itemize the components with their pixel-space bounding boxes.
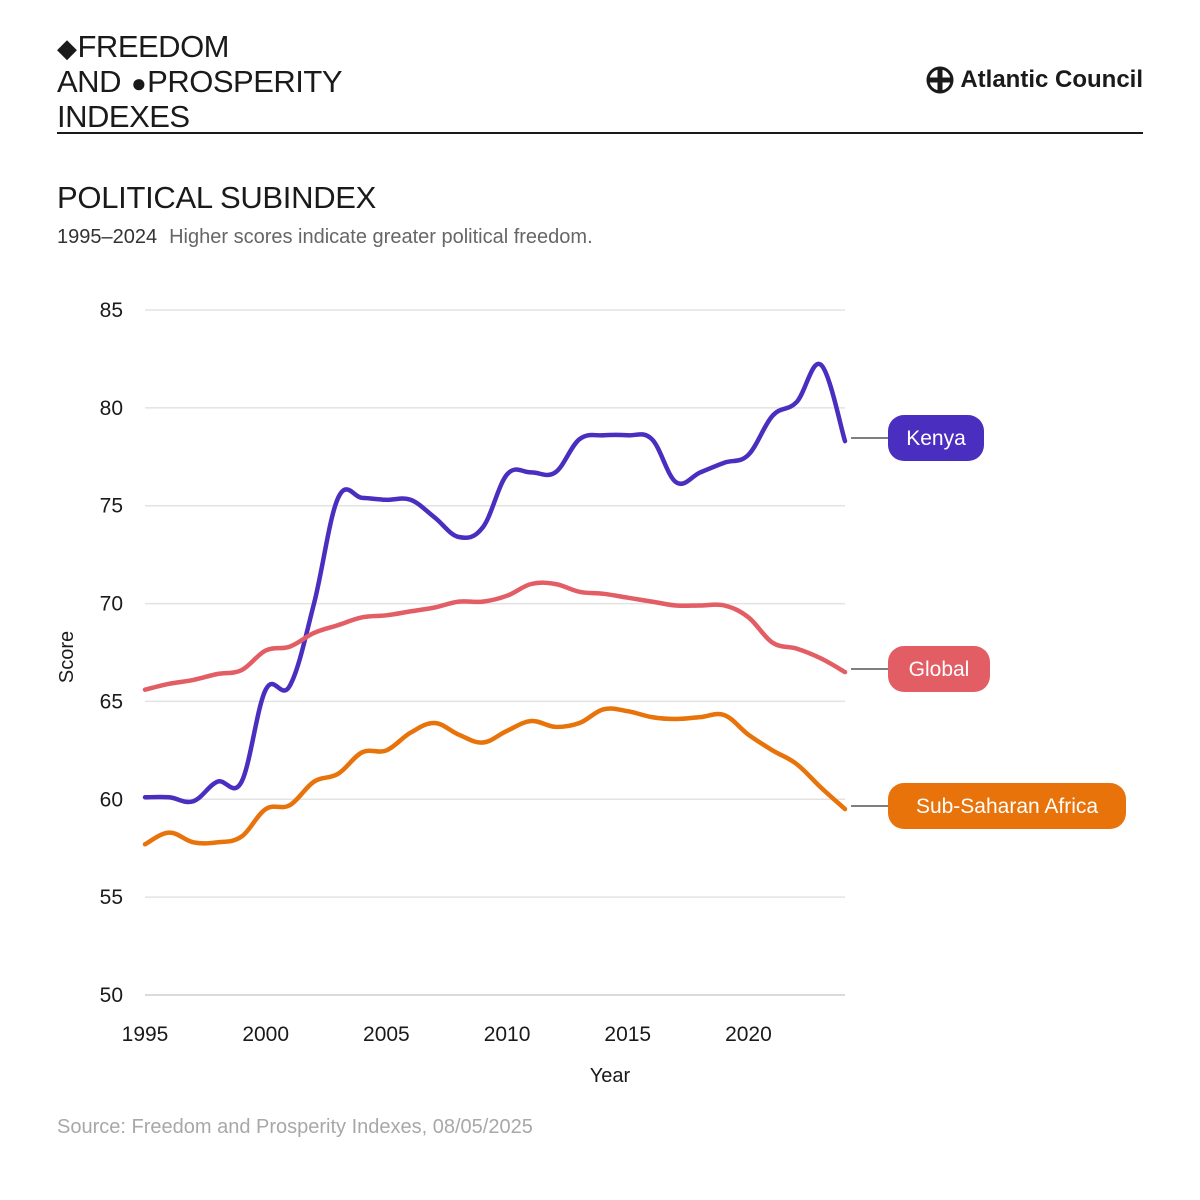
- x-tick-labels: 1995 2000 2005 2010 2015 2020: [122, 1023, 772, 1046]
- brand-line-2: AND ●PROSPERITY: [57, 64, 342, 99]
- header-divider: [57, 132, 1143, 134]
- y-tick-80: 80: [100, 397, 123, 420]
- x-tick-2010: 2010: [484, 1023, 531, 1046]
- series-lines: [142, 361, 848, 847]
- y-tick-70: 70: [100, 593, 123, 616]
- line-chart: 50 55 60 65 70 75 80 85 1995 2000 2005 2010 2015 202…: [56, 299, 1126, 1087]
- y-tick-65: 65: [100, 690, 123, 713]
- circle-icon: ●: [130, 68, 147, 98]
- brand-line-3: INDEXES: [57, 99, 190, 134]
- source-note: Source: Freedom and Prosperity Indexes, …: [57, 1116, 533, 1138]
- series-line-sub-saharan-africa: [142, 706, 848, 847]
- chart-subtitle: 1995–2024 Higher scores indicate greater …: [57, 226, 593, 249]
- y-axis-label: Score: [56, 631, 78, 683]
- label-text-sub-saharan-africa: Sub-Saharan Africa: [916, 795, 1098, 818]
- series-labels: Kenya Global Sub-Saharan Africa: [851, 415, 1126, 829]
- grid-lines: [145, 309, 845, 996]
- label-text-kenya: Kenya: [906, 427, 966, 450]
- y-tick-55: 55: [100, 886, 123, 909]
- brand-logo: ◆FREEDOM AND ●PROSPERITY INDEXES: [57, 30, 342, 134]
- x-tick-2005: 2005: [363, 1023, 410, 1046]
- series-line-kenya: [142, 361, 848, 805]
- y-tick-75: 75: [100, 495, 123, 518]
- globe-icon: [926, 66, 954, 94]
- x-tick-1995: 1995: [122, 1023, 169, 1046]
- label-text-global: Global: [909, 658, 970, 681]
- series-line-global: [142, 580, 848, 692]
- x-axis-label: Year: [590, 1065, 631, 1087]
- y-tick-50: 50: [100, 984, 123, 1007]
- x-tick-2015: 2015: [604, 1023, 651, 1046]
- subtitle-description: Higher scores indicate greater political…: [169, 226, 593, 248]
- x-tick-2000: 2000: [242, 1023, 289, 1046]
- y-tick-labels: 50 55 60 65 70 75 80 85: [100, 299, 123, 1007]
- label-pill-kenya: [888, 415, 984, 461]
- y-tick-85: 85: [100, 299, 123, 322]
- chart-title: POLITICAL SUBINDEX: [57, 180, 377, 215]
- y-tick-60: 60: [100, 788, 123, 811]
- x-tick-2020: 2020: [725, 1023, 772, 1046]
- subtitle-years: 1995–2024: [57, 226, 158, 248]
- publisher-name: Atlantic Council: [960, 66, 1143, 93]
- diamond-icon: ◆: [57, 33, 77, 63]
- publisher-logo: Atlantic Council: [926, 66, 1143, 94]
- label-pill-global: [888, 646, 990, 692]
- brand-line-1: ◆FREEDOM: [57, 29, 229, 64]
- label-pill-sub-saharan-africa: [888, 783, 1126, 829]
